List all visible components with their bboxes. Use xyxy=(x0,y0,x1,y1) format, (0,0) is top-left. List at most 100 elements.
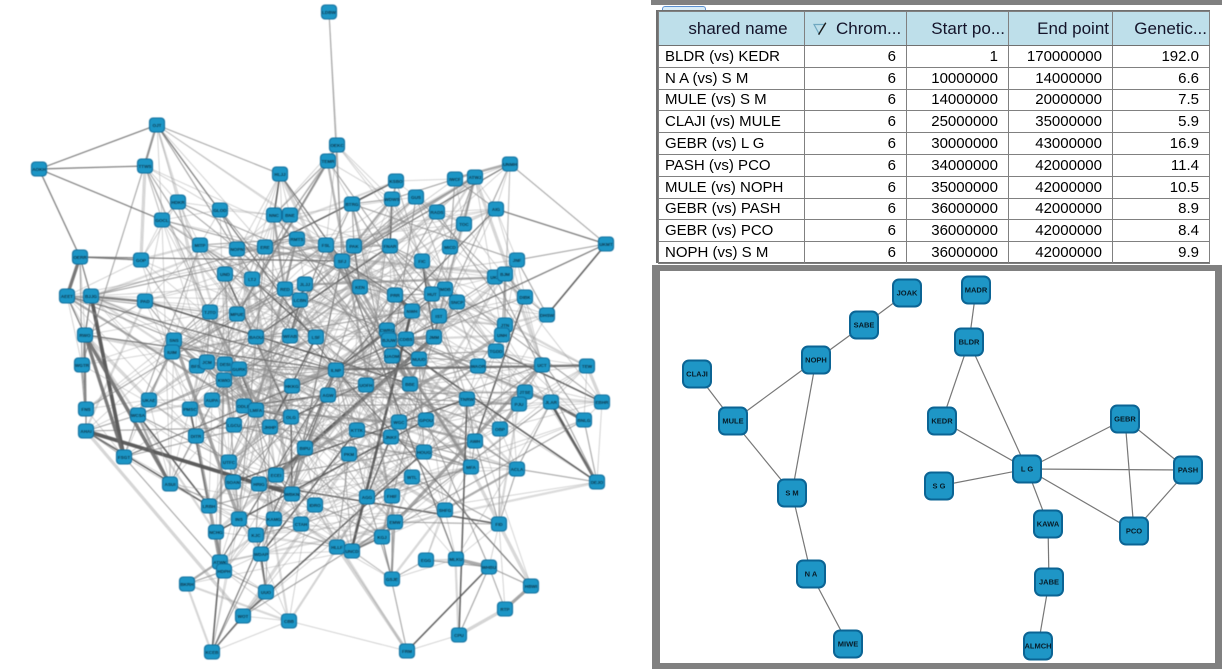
svg-text:HLLF: HLLF xyxy=(331,545,343,550)
svg-text:JMM: JMM xyxy=(429,335,439,340)
svg-text:GOCL: GOCL xyxy=(155,218,168,223)
svg-text:BBE: BBE xyxy=(405,382,415,387)
svg-text:BTRG: BTRG xyxy=(345,202,358,207)
svg-text:AHAI: AHAI xyxy=(80,429,91,434)
svg-text:HUT: HUT xyxy=(427,292,437,297)
svg-text:KAWA: KAWA xyxy=(1037,520,1060,529)
svg-text:PJU: PJU xyxy=(515,402,525,407)
svg-text:CTAH: CTAH xyxy=(295,522,308,527)
svg-text:BAOU: BAOU xyxy=(249,335,263,340)
svg-text:CBB: CBB xyxy=(284,619,295,624)
svg-text:JLAR: JLAR xyxy=(545,400,558,405)
svg-text:UNH: UNH xyxy=(497,333,508,338)
svg-text:SNS: SNS xyxy=(169,338,178,343)
svg-text:WGC: WGC xyxy=(393,420,405,425)
svg-text:ATWK: ATWK xyxy=(213,560,227,565)
svg-text:GLOD: GLOD xyxy=(213,208,227,213)
svg-text:AGW: AGW xyxy=(322,393,334,398)
svg-text:FHIF: FHIF xyxy=(387,494,397,499)
svg-text:KCEB: KCEB xyxy=(205,650,219,655)
svg-text:KGJ: KGJ xyxy=(377,535,387,540)
svg-text:AEET: AEET xyxy=(61,294,73,299)
svg-text:MICD: MICD xyxy=(444,245,456,250)
svg-text:SOAN: SOAN xyxy=(226,480,240,485)
svg-text:ILNP: ILNP xyxy=(331,368,341,373)
svg-text:WAOR: WAOR xyxy=(471,364,486,369)
svg-text:RWO: RWO xyxy=(79,333,91,338)
svg-text:OLG: OLG xyxy=(286,415,296,420)
svg-text:LDBW: LDBW xyxy=(322,10,336,15)
svg-text:NCHG: NCHG xyxy=(209,530,223,535)
svg-text:TEW: TEW xyxy=(582,364,593,369)
svg-text:UKF: UKF xyxy=(490,275,500,280)
svg-text:KWIO: KWIO xyxy=(218,378,231,383)
svg-text:UND: UND xyxy=(220,272,231,277)
svg-text:AOKH: AOKH xyxy=(32,167,46,172)
svg-text:LGCU: LGCU xyxy=(227,423,241,428)
svg-text:PAD: PAD xyxy=(140,299,150,304)
svg-text:IWCF: IWCF xyxy=(449,177,461,182)
svg-text:ECEI: ECEI xyxy=(271,473,282,478)
svg-text:RADS: RADS xyxy=(430,210,443,215)
svg-text:TGDD: TGDD xyxy=(489,349,503,354)
svg-text:NNC: NNC xyxy=(269,213,280,218)
svg-text:CPU: CPU xyxy=(454,633,464,638)
svg-text:HOUG: HOUG xyxy=(417,450,431,455)
svg-text:N A: N A xyxy=(805,570,818,579)
svg-text:INS: INS xyxy=(235,517,243,522)
svg-text:UAOM: UAOM xyxy=(385,354,399,359)
svg-text:OBP: OBP xyxy=(495,427,505,432)
svg-text:DESI: DESI xyxy=(220,362,231,367)
svg-text:WHBU: WHBU xyxy=(482,565,497,570)
svg-text:PKM: PKM xyxy=(344,452,354,457)
svg-text:DEJO: DEJO xyxy=(591,480,604,485)
svg-text:BNE: BNE xyxy=(285,213,295,218)
svg-text:SNCP: SNCP xyxy=(451,300,464,305)
svg-text:KEN: KEN xyxy=(355,285,365,290)
svg-text:MADR: MADR xyxy=(965,286,988,295)
svg-text:KTTK: KTTK xyxy=(351,428,364,433)
svg-text:JOAK: JOAK xyxy=(897,289,918,298)
svg-text:WGTR: WGTR xyxy=(75,363,90,368)
svg-text:ALMCH: ALMCH xyxy=(1024,642,1051,651)
svg-text:LRBH: LRBH xyxy=(203,504,216,509)
svg-text:JTSE: JTSE xyxy=(519,390,531,395)
svg-text:ATWJ: ATWJ xyxy=(469,175,482,180)
svg-text:WDWS: WDWS xyxy=(384,197,399,202)
svg-text:FSGT: FSGT xyxy=(118,455,130,460)
svg-text:HLJJ: HLJJ xyxy=(274,172,286,177)
svg-text:TOC: TOC xyxy=(459,222,469,227)
svg-text:S M: S M xyxy=(785,489,798,498)
svg-text:UUO: UUO xyxy=(261,590,272,595)
svg-text:AUPA: AUPA xyxy=(206,398,219,403)
svg-text:UKAE: UKAE xyxy=(142,398,155,403)
svg-text:ERE: ERE xyxy=(260,245,269,250)
svg-text:BJJG: BJJG xyxy=(85,294,97,299)
svg-text:OERR: OERR xyxy=(73,255,87,260)
svg-text:GSJE: GSJE xyxy=(386,577,398,582)
svg-text:SHFG: SHFG xyxy=(439,508,452,513)
svg-text:HDPH: HDPH xyxy=(217,569,231,574)
svg-text:GOP: GOP xyxy=(136,258,146,263)
svg-text:WBKN: WBKN xyxy=(285,492,300,497)
svg-text:KJC: KJC xyxy=(251,533,261,538)
svg-text:MFA: MFA xyxy=(466,465,476,470)
svg-text:LCBN: LCBN xyxy=(294,298,307,303)
svg-text:UOFH: UOFH xyxy=(359,383,373,388)
svg-text:BLDR: BLDR xyxy=(959,338,980,347)
svg-text:MIWE: MIWE xyxy=(838,640,858,649)
svg-text:DITR: DITR xyxy=(191,434,202,439)
svg-text:JHHP: JHHP xyxy=(264,425,276,430)
svg-text:MLKU: MLKU xyxy=(449,557,463,562)
svg-text:BJUW: BJUW xyxy=(382,338,396,343)
svg-text:LTJ: LTJ xyxy=(248,277,256,282)
svg-text:MITP: MITP xyxy=(195,243,206,248)
svg-text:IUIM: IUIM xyxy=(167,350,177,355)
svg-text:HKKG: HKKG xyxy=(285,384,299,389)
svg-text:CDBS: CDBS xyxy=(399,337,412,342)
svg-text:HRIG: HRIG xyxy=(253,482,265,487)
svg-text:GEBR: GEBR xyxy=(1114,415,1136,424)
svg-text:ACLA: ACLA xyxy=(511,467,524,472)
svg-text:JCM: JCM xyxy=(202,360,212,365)
svg-text:LSF: LSF xyxy=(312,335,321,340)
